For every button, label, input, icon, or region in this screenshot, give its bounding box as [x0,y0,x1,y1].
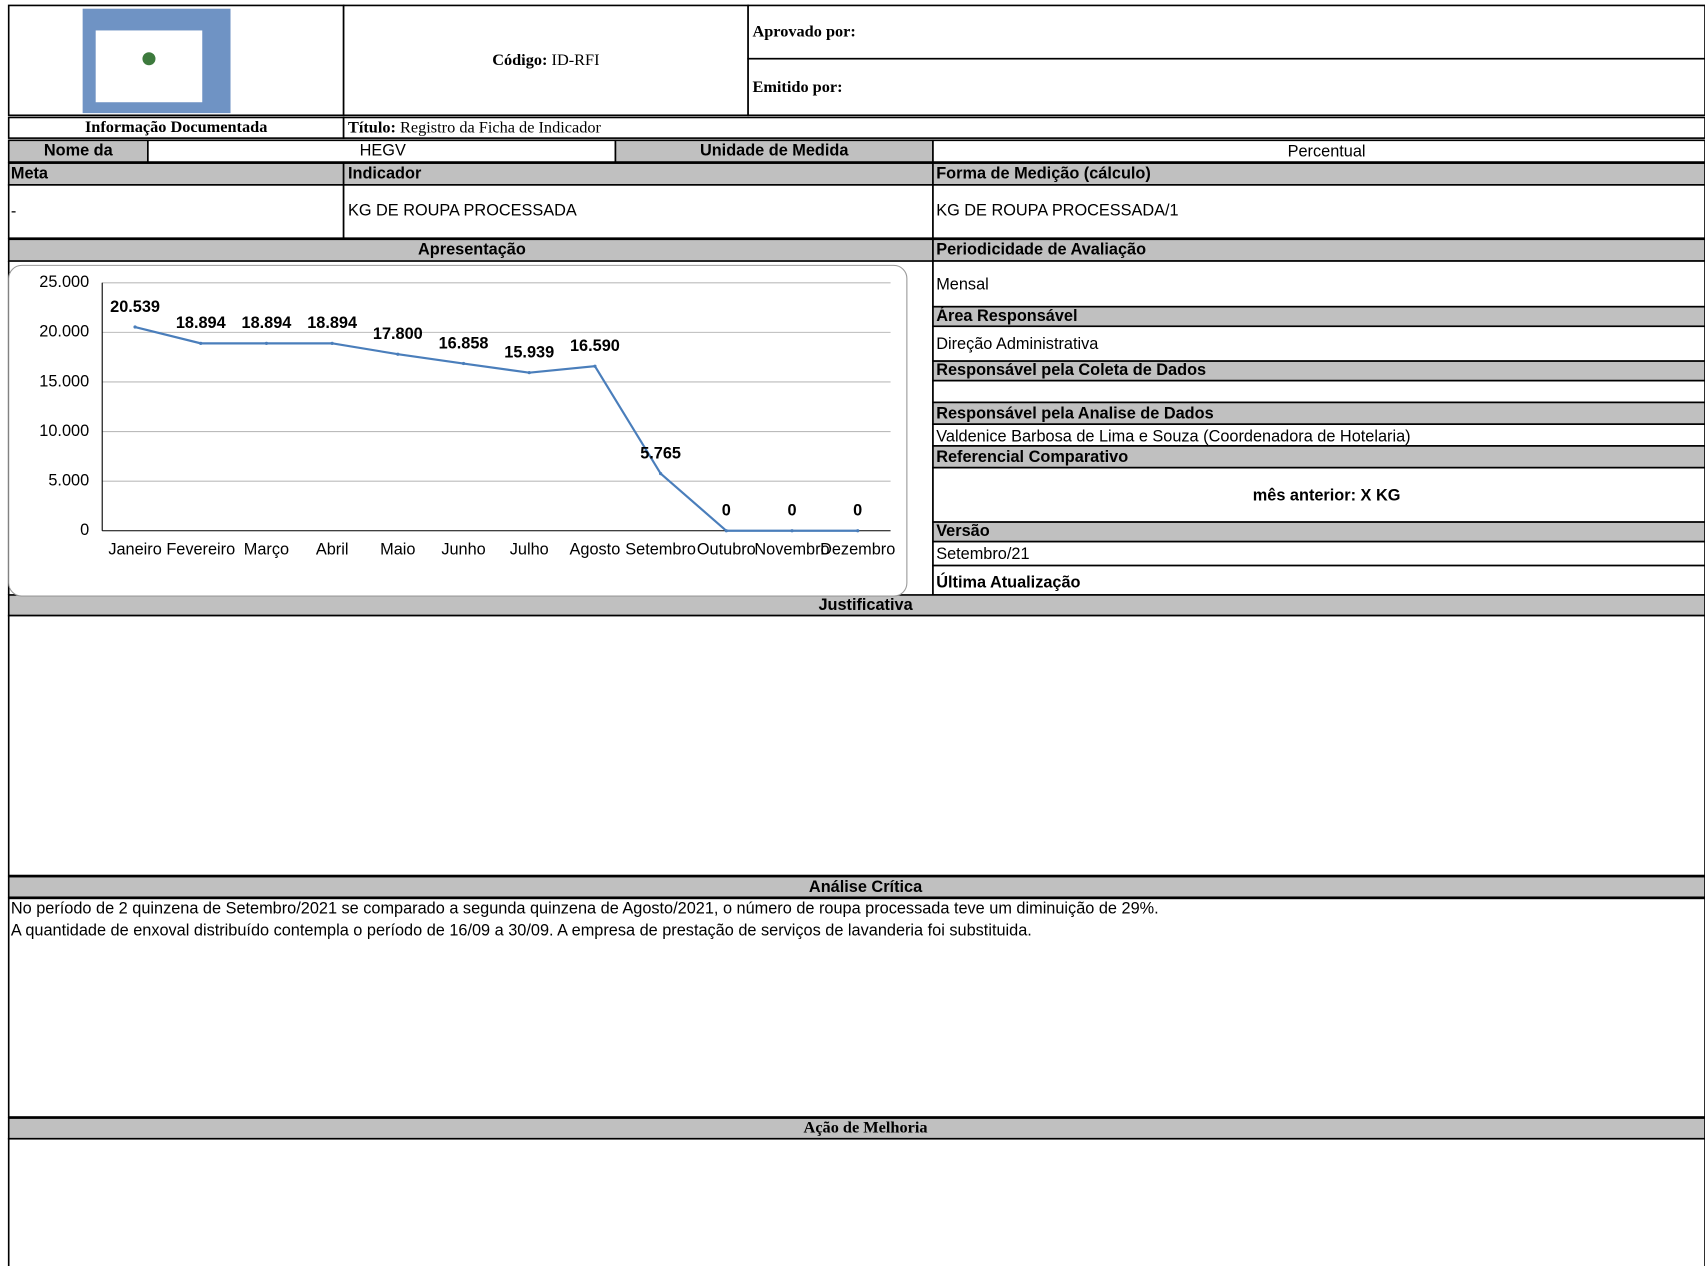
x-tick-label: Agosto [570,541,621,559]
label: Mensal [936,275,989,293]
cell [933,381,1705,403]
x-tick-label: Abril [316,541,349,559]
y-tick-label: 20.000 [39,323,89,341]
cell [748,59,1705,116]
data-label: 5.765 [640,444,681,462]
label: Última Atualização [936,572,1080,591]
data-point [725,529,728,532]
x-tick-label: Dezembro [820,541,895,559]
label: Indicador [348,164,422,182]
x-tick-label: Setembro [625,541,696,559]
page: Código: ID-RFI Aprovado por: Emitido por: I… [0,0,1705,1266]
data-point [659,472,662,475]
x-tick-label: Junho [441,541,485,559]
label: Setembro/21 [936,545,1029,563]
label: mês anterior: X KG [1253,486,1401,504]
y-tick-label: 0 [80,521,89,539]
cell [9,163,344,185]
label: - [11,202,16,220]
code-value: ID-RFI [552,50,600,69]
y-tick-label: 10.000 [39,422,89,440]
data-label: 17.800 [373,325,423,343]
critical-line: No período de 2 quinzena de Setembro/202… [11,900,1159,918]
cell [933,542,1705,566]
label: Periodicidade de Avaliação [936,240,1146,258]
label: Apresentação [418,240,526,258]
data-point [199,342,202,345]
data-label: 0 [853,501,862,519]
label: Unidade de Medida [700,141,849,159]
label: Responsável pela Analise de Dados [936,405,1213,423]
x-tick-label: Novembro [754,541,829,559]
title-label: Título: [348,117,396,136]
data-label: 0 [722,501,731,519]
label: Direção Administrativa [936,335,1099,353]
x-tick-label: Julho [510,541,549,559]
label: HEGV [360,141,406,159]
y-tick-label: 15.000 [39,372,89,390]
label: Aprovado por: [752,21,855,40]
data-point [528,371,531,374]
data-label: 16.590 [570,337,620,355]
x-tick-label: Fevereiro [166,541,235,559]
label: Análise Crítica [809,878,923,896]
label: Meta [11,164,49,182]
code: Código: ID-RFI [492,50,599,69]
data-label: 18.894 [307,314,357,332]
label: Forma de Medição (cálculo) [936,164,1151,182]
title-value: Registro da Ficha de Indicador [400,117,601,136]
label: Referencial Comparativo [936,448,1128,466]
label: Responsável pela Coleta de Dados [936,361,1206,379]
cell [9,616,1705,876]
x-tick-label: Março [244,541,289,559]
data-point [265,342,268,345]
data-point [396,353,399,356]
label: Ação de Melhoria [804,1118,928,1137]
y-tick-label: 5.000 [48,471,89,489]
x-tick-label: Maio [380,541,415,559]
document: Código: ID-RFI Aprovado por: Emitido por: I… [0,0,1705,1266]
cell [9,185,344,238]
cell [748,5,1705,58]
doc-title: Título: Registro da Ficha de Indicador [348,117,602,136]
data-label: 18.894 [176,314,226,332]
label: Versão [936,522,989,540]
data-label: 15.939 [504,343,554,361]
data-point [856,529,859,532]
label: Valdenice Barbosa de Lima e Souza (Coord… [936,428,1410,446]
cell [344,163,933,185]
label: Área Responsável [936,306,1077,325]
data-label: 16.858 [439,334,489,352]
improvement-area [9,1139,1705,1266]
cell [933,522,1705,542]
label: Informação Documentada [85,117,267,136]
x-tick-label: Outubro [697,541,756,559]
label: Justificativa [818,596,913,614]
data-point [790,529,793,532]
data-label: 0 [787,501,796,519]
label: KG DE ROUPA PROCESSADA/1 [936,201,1178,219]
logo [83,9,231,113]
data-point [593,365,596,368]
data-label: 18.894 [242,314,292,332]
label: Percentual [1288,143,1366,161]
data-point [331,342,334,345]
logo-emblem [142,52,155,65]
cell [933,261,1705,307]
label: KG DE ROUPA PROCESSADA [348,201,577,219]
logo-page [96,30,203,102]
y-tick-label: 25.000 [39,273,89,291]
x-tick-label: Janeiro [108,541,161,559]
data-point [133,325,136,328]
label: Emitido por: [752,77,842,96]
data-point [462,362,465,365]
label: Nome da [44,141,114,159]
critical-line: A quantidade de enxoval distribuído cont… [11,921,1032,939]
data-label: 20.539 [110,298,160,316]
code-label: Código: [492,50,547,69]
